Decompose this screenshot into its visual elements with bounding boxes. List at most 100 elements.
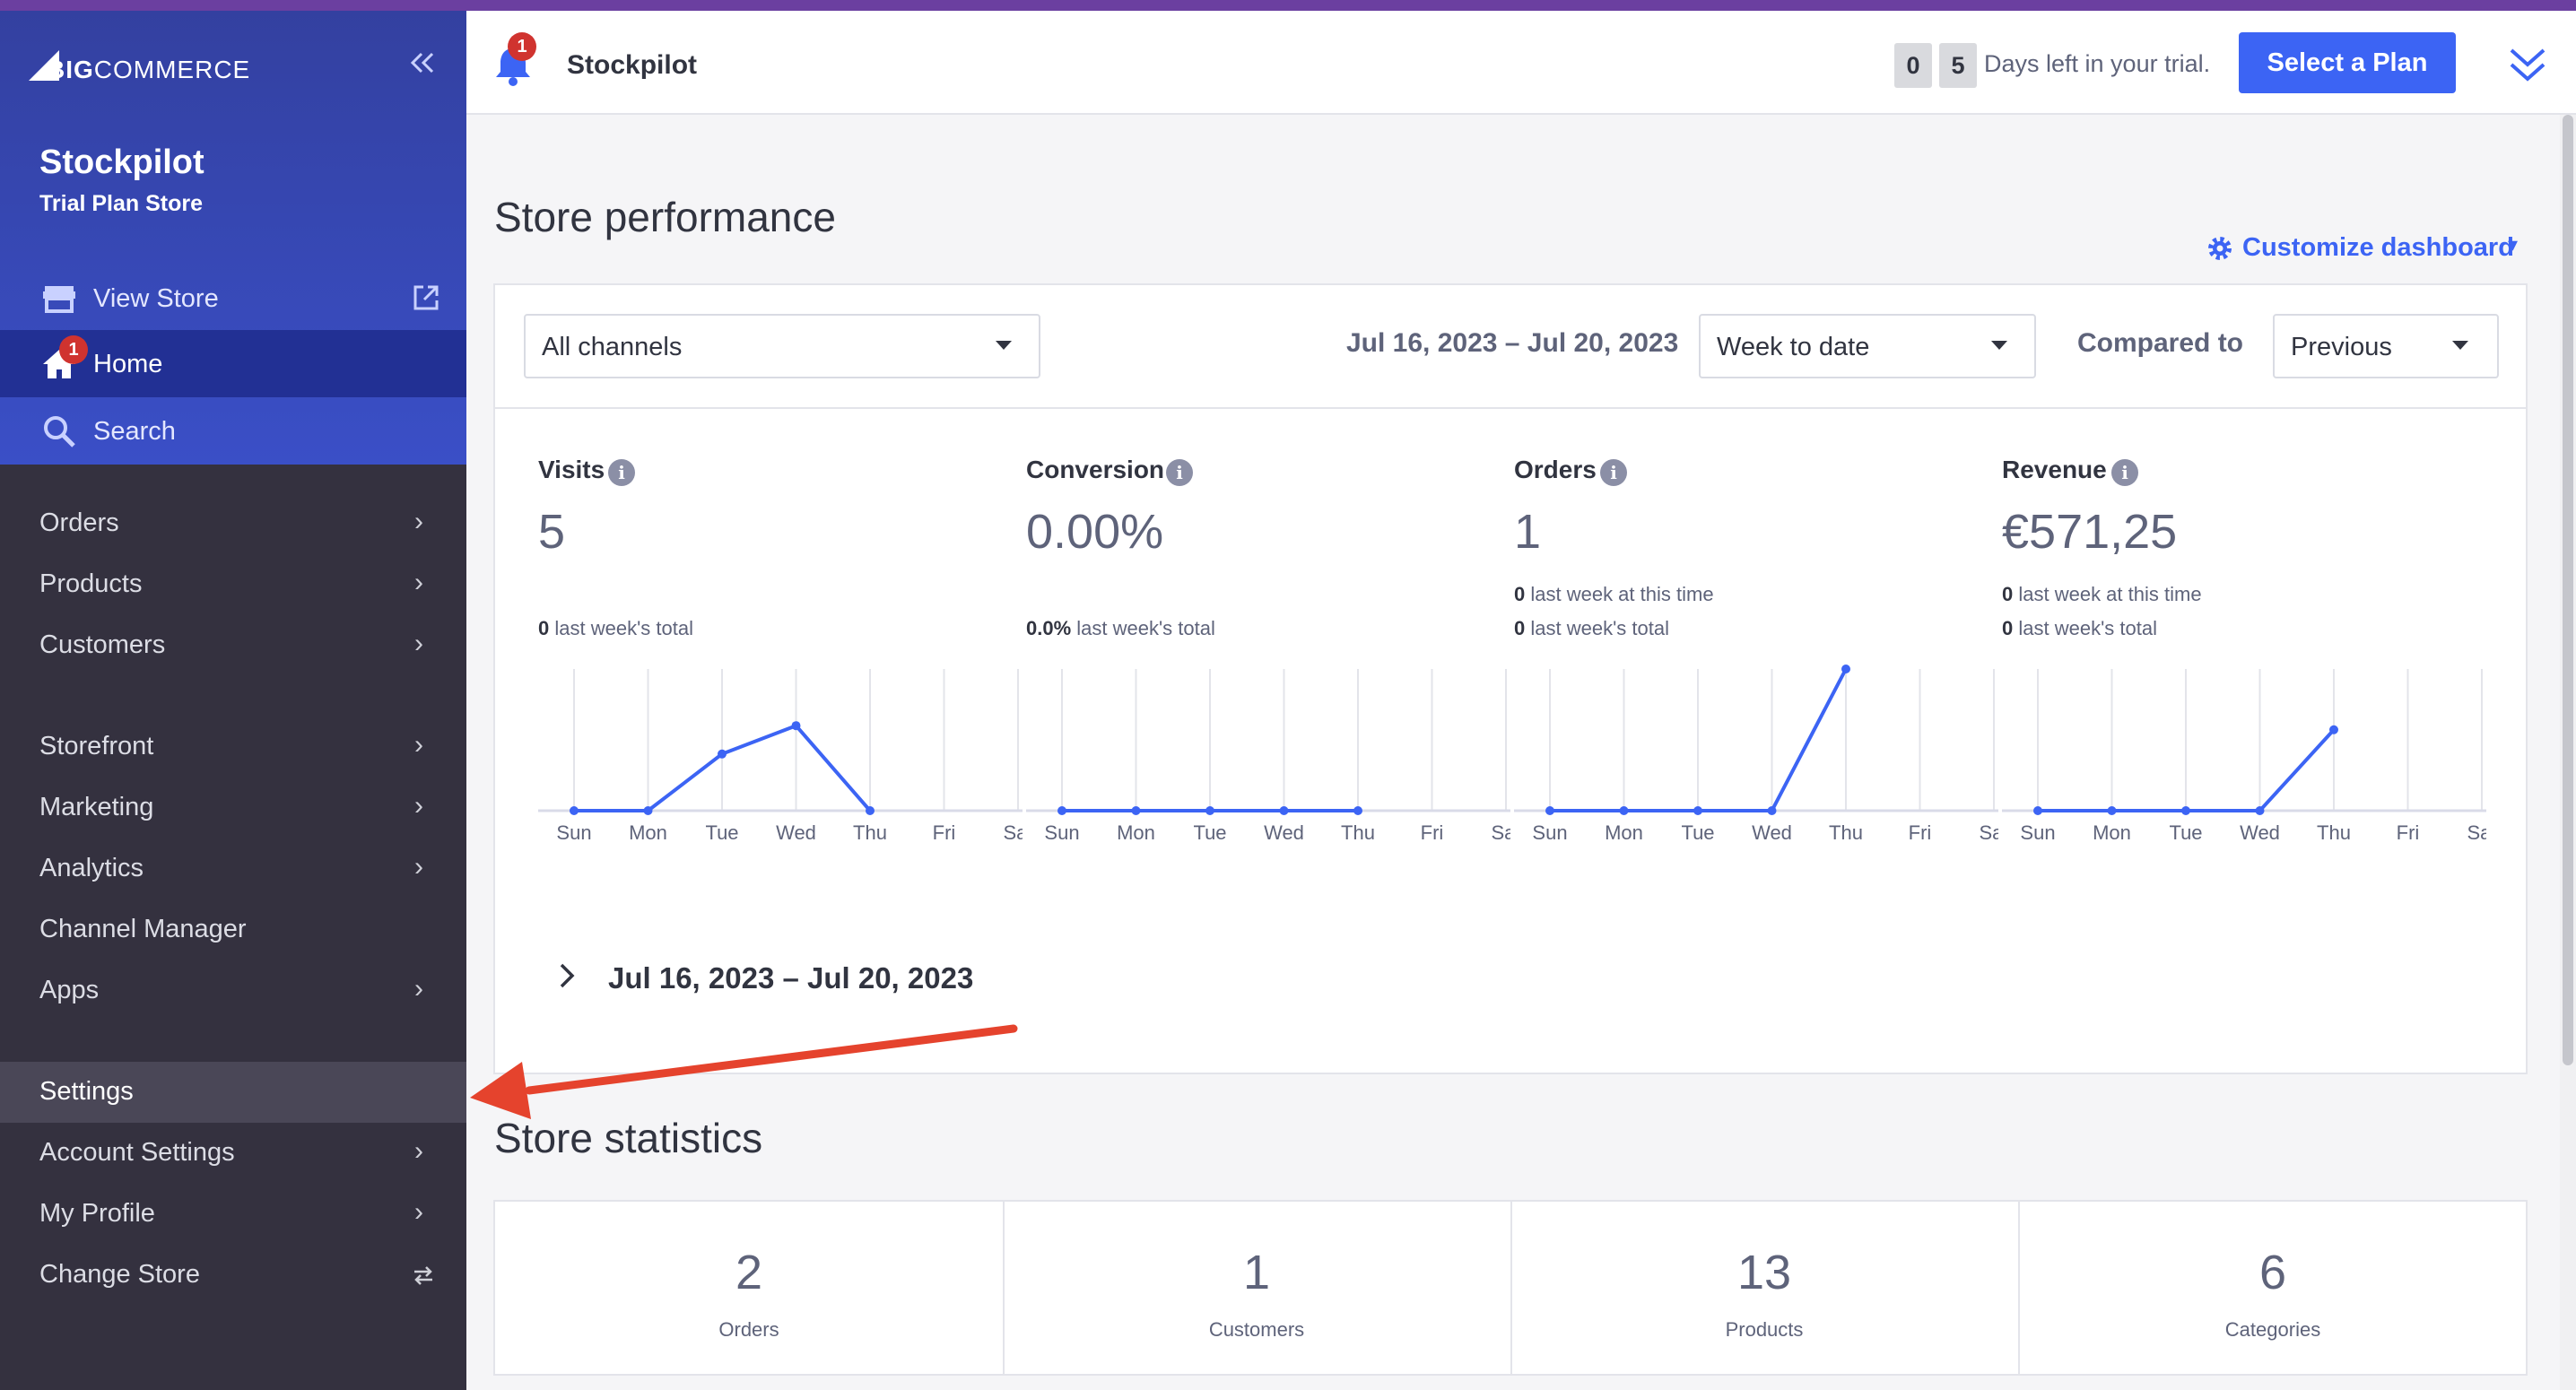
chart-tick-label: Sat bbox=[1003, 821, 1023, 844]
metric-visits: Visits i 5 0 last week's total Sun Mon Tue… bbox=[538, 456, 1023, 940]
metric-label: Revenue bbox=[2002, 456, 2107, 483]
metric-value: 0.00% bbox=[1026, 505, 1164, 559]
nav-label: Settings bbox=[39, 1077, 134, 1106]
double-chevron-left-icon bbox=[410, 52, 434, 74]
filter-row: All channels Jul 16, 2023 – Jul 20, 2023… bbox=[495, 285, 2526, 409]
chart-point bbox=[2329, 725, 2338, 734]
nav-label: Customers bbox=[39, 630, 166, 659]
metric-conversion: Conversion i 0.00% 0.0% last week's tota… bbox=[1026, 456, 1510, 940]
chart-tick-label: Fri bbox=[1909, 821, 1932, 844]
swap-icon bbox=[414, 1266, 432, 1285]
topbar-store-name: Stockpilot bbox=[567, 50, 698, 80]
info-icon[interactable]: i bbox=[608, 459, 635, 486]
visits-line-chart: Sun Mon Tue Wed Thu Fri Sat bbox=[538, 669, 1023, 844]
chevron-right-icon: › bbox=[414, 568, 423, 597]
sidebar-item-orders[interactable]: Orders › bbox=[0, 493, 466, 554]
store-plan: Trial Plan Store bbox=[39, 191, 204, 216]
metric-label: Orders bbox=[1514, 456, 1597, 483]
chart-tick-label: Sat bbox=[1979, 821, 1998, 844]
metric-sub-number: 0 bbox=[1514, 617, 1526, 639]
sidebar-item-home[interactable]: 1 Home bbox=[0, 330, 466, 397]
caret-down-icon bbox=[1991, 341, 2007, 350]
collapse-sidebar-button[interactable] bbox=[404, 47, 439, 83]
chart-point bbox=[1057, 806, 1066, 815]
nav-label: Marketing bbox=[39, 793, 154, 821]
scrollbar-thumb[interactable] bbox=[2563, 115, 2573, 1065]
chart-point bbox=[718, 749, 727, 759]
stat-value: 1 bbox=[1242, 1246, 1271, 1299]
sidebar-item-my-profile[interactable]: My Profile › bbox=[0, 1184, 466, 1245]
trial-days-digit: 0 bbox=[1894, 43, 1932, 88]
trial-days-digit: 5 bbox=[1939, 43, 1977, 88]
store-statistics-title: Store statistics bbox=[494, 1115, 763, 1161]
chart-point bbox=[1767, 806, 1777, 815]
sidebar-item-storefront[interactable]: Storefront › bbox=[0, 717, 466, 778]
compared-dropdown[interactable]: Previous bbox=[2273, 314, 2499, 378]
info-icon[interactable]: i bbox=[1600, 459, 1627, 486]
metric-sub-text: last week at this time bbox=[2013, 583, 2202, 605]
chart-tick-label: Fri bbox=[1421, 821, 1444, 844]
sidebar-item-apps[interactable]: Apps › bbox=[0, 960, 466, 1021]
chevron-right-icon: › bbox=[414, 852, 423, 882]
double-chevron-down-icon[interactable] bbox=[2504, 41, 2551, 88]
stat-card-orders[interactable]: 2 Orders bbox=[495, 1202, 1005, 1374]
caret-down-icon bbox=[996, 341, 1012, 350]
chevron-right-icon: › bbox=[414, 974, 423, 1003]
chevron-right-icon: › bbox=[414, 1197, 423, 1227]
nav-label: Channel Manager bbox=[39, 915, 247, 943]
metric-orders: Orders i 1 0 last week at this time 0 la… bbox=[1514, 456, 1998, 940]
select-plan-button[interactable]: Select a Plan bbox=[2239, 32, 2456, 93]
chart-tick-label: Mon bbox=[629, 821, 667, 844]
revenue-line-chart: Sun Mon Tue Wed Thu Fri Sat bbox=[2002, 669, 2486, 844]
home-label: Home bbox=[93, 350, 163, 378]
chart-point bbox=[1353, 806, 1362, 815]
caret-down-icon: ▾ bbox=[2508, 233, 2519, 256]
view-store-link[interactable]: View Store bbox=[0, 265, 466, 332]
metric-sub: 0 last week at this time bbox=[1514, 583, 1714, 606]
period-dropdown[interactable]: Week to date bbox=[1699, 314, 2036, 378]
chart-point bbox=[1279, 806, 1289, 815]
metric-sub-number: 0 bbox=[538, 617, 550, 639]
sidebar-item-account-settings[interactable]: Account Settings › bbox=[0, 1123, 466, 1184]
info-icon[interactable]: i bbox=[2111, 459, 2138, 486]
period-summary: Jul 16, 2023 – Jul 20, 2023 bbox=[608, 961, 974, 995]
bigcommerce-logo[interactable]: BIGCOMMERCE bbox=[27, 43, 251, 97]
chart-tick-label: Thu bbox=[853, 821, 887, 844]
sidebar-item-channel-manager[interactable]: Channel Manager bbox=[0, 899, 466, 960]
metric-value: 1 bbox=[1514, 505, 1542, 559]
sidebar-item-customers[interactable]: Customers › bbox=[0, 615, 466, 676]
sidebar-item-marketing[interactable]: Marketing › bbox=[0, 778, 466, 838]
sidebar-item-change-store[interactable]: Change Store bbox=[0, 1245, 466, 1306]
nav-label: Storefront bbox=[39, 732, 154, 760]
chart-point bbox=[791, 721, 801, 731]
channel-dropdown-value: All channels bbox=[542, 333, 683, 361]
sidebar-item-analytics[interactable]: Analytics › bbox=[0, 838, 466, 899]
info-icon[interactable]: i bbox=[1166, 459, 1193, 486]
chart-tick-label: Tue bbox=[2169, 821, 2202, 844]
stat-card-categories[interactable]: 6 Categories bbox=[2018, 1202, 2528, 1374]
conversion-line-chart: Sun Mon Tue Wed Thu Fri Sat bbox=[1026, 669, 1510, 844]
chart-point bbox=[2033, 806, 2042, 815]
compared-dropdown-value: Previous bbox=[2291, 333, 2392, 361]
chevron-right-icon: › bbox=[414, 629, 423, 658]
chart-tick-label: Tue bbox=[1681, 821, 1714, 844]
chart-tick-label: Wed bbox=[1264, 821, 1304, 844]
sidebar-item-products[interactable]: Products › bbox=[0, 554, 466, 615]
sidebar-item-search[interactable]: Search bbox=[0, 397, 466, 465]
channel-dropdown[interactable]: All channels bbox=[524, 314, 1040, 378]
chart-point bbox=[1619, 806, 1629, 815]
sidebar-item-settings[interactable]: Settings bbox=[0, 1062, 466, 1123]
stat-card-customers[interactable]: 1 Customers bbox=[1003, 1202, 1512, 1374]
expand-chevron-icon[interactable] bbox=[549, 958, 585, 994]
statistics-panel: 2 Orders 1 Customers 13 Products 6 Categorie… bbox=[493, 1200, 2528, 1376]
chart-tick-label: Mon bbox=[1117, 821, 1155, 844]
chart-point bbox=[1545, 806, 1554, 815]
top-accent-stripe bbox=[0, 0, 2576, 11]
chart-tick-label: Wed bbox=[2240, 821, 2280, 844]
stat-card-products[interactable]: 13 Products bbox=[1510, 1202, 2020, 1374]
chart-tick-label: Mon bbox=[2093, 821, 2131, 844]
logo-text-big: BIG bbox=[47, 56, 94, 83]
metric-sub-number: 0 bbox=[2002, 583, 2014, 605]
stat-value: 2 bbox=[735, 1246, 763, 1299]
metric-sub: 0 last week's total bbox=[1514, 617, 1669, 640]
